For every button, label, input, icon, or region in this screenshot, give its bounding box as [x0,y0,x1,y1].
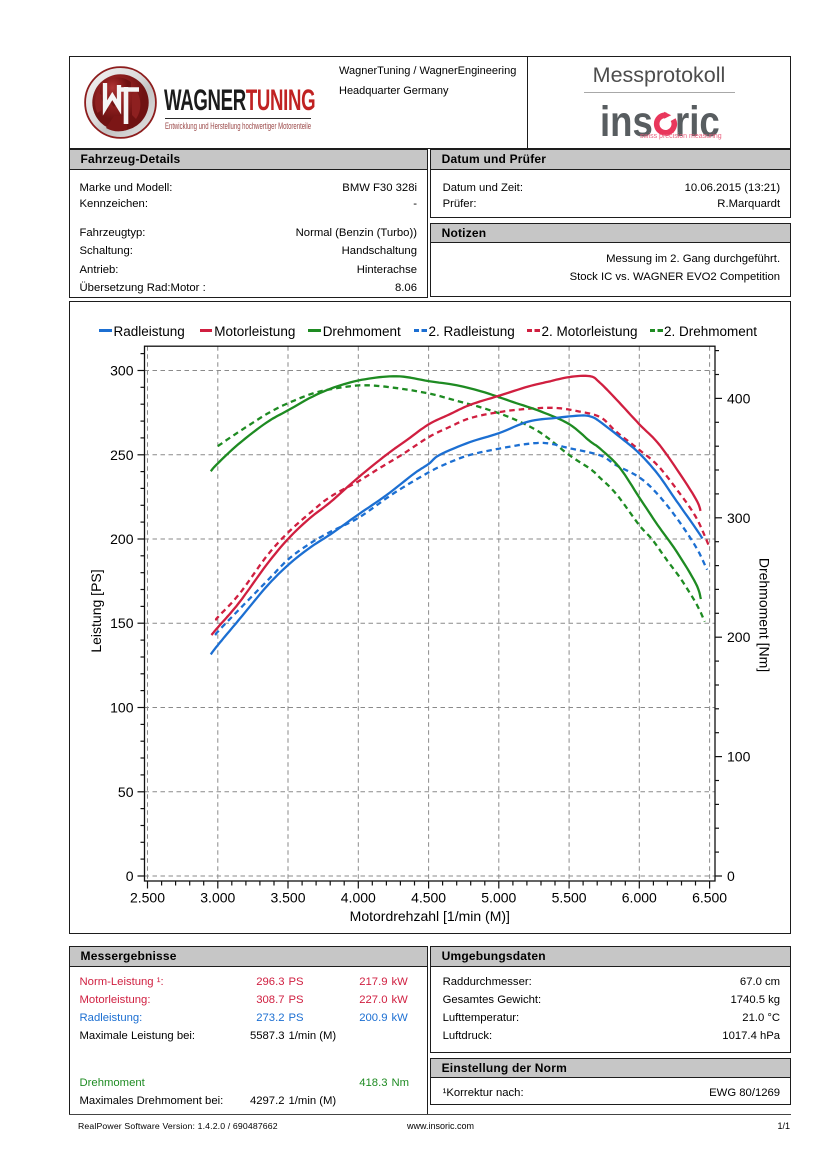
svg-text:200: 200 [727,629,751,645]
svg-text:Drehmoment [Nm]: Drehmoment [Nm] [757,558,773,672]
svg-text:300: 300 [727,510,751,526]
svg-text:Motordrehzahl [1/min (M)]: Motordrehzahl [1/min (M)] [350,908,510,924]
svg-text:5.500: 5.500 [552,890,587,906]
svg-text:5.000: 5.000 [481,890,516,906]
svg-text:0: 0 [126,868,134,884]
svg-text:6.500: 6.500 [692,890,727,906]
svg-text:250: 250 [110,447,134,463]
svg-text:4.500: 4.500 [411,890,446,906]
svg-text:200: 200 [110,531,134,547]
svg-text:300: 300 [110,363,134,379]
svg-text:3.000: 3.000 [200,890,235,906]
svg-text:2.500: 2.500 [130,890,165,906]
svg-text:100: 100 [110,700,134,716]
svg-text:Leistung [PS]: Leistung [PS] [88,569,104,652]
svg-text:400: 400 [727,390,751,406]
svg-text:150: 150 [110,615,134,631]
svg-text:4.000: 4.000 [341,890,376,906]
svg-text:100: 100 [727,749,751,765]
svg-text:3.500: 3.500 [270,890,305,906]
svg-text:6.000: 6.000 [622,890,657,906]
svg-text:50: 50 [118,784,134,800]
svg-text:0: 0 [727,868,735,884]
